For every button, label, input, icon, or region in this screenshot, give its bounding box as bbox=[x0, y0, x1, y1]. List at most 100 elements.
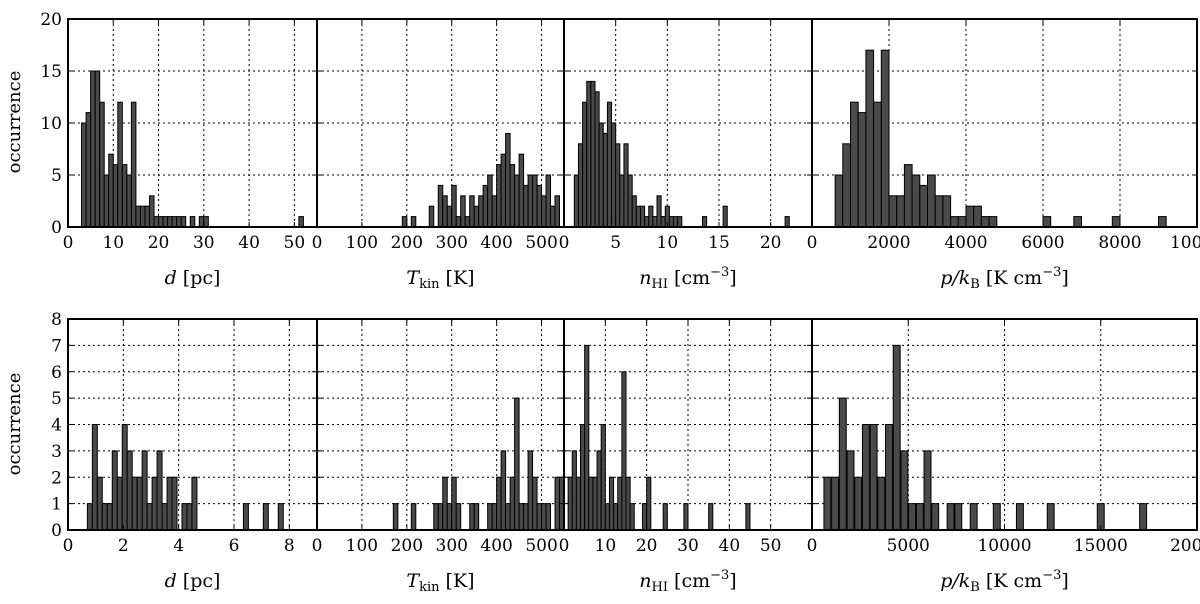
panel-top-3-bar bbox=[611, 122, 617, 228]
panel-top-3-bar bbox=[619, 174, 625, 228]
panel-bottom-1-bar bbox=[161, 503, 168, 531]
panel-top-1-bar bbox=[108, 153, 114, 228]
panel-top-2-xlabel: Tkin [K] bbox=[406, 267, 474, 292]
panel-bottom-4-xtick-label: 5000 bbox=[887, 536, 930, 556]
panel-bottom-4-bar bbox=[992, 503, 1001, 531]
panel-top-4-xtick-label: 0 bbox=[807, 233, 818, 253]
panel-bottom-1-ytick-label: 2 bbox=[51, 468, 62, 488]
panel-bottom-4-bar bbox=[838, 397, 847, 531]
panel-top-1-bar bbox=[162, 216, 169, 228]
panel-bottom-2-bar bbox=[455, 503, 462, 531]
panel-top-1-xtick-label: 0 bbox=[63, 233, 74, 253]
panel-top-1-ytick-label: 15 bbox=[40, 62, 62, 82]
panel-top-4-bar bbox=[965, 205, 975, 228]
panel-bottom-1-bar bbox=[121, 424, 128, 531]
panel-bottom-1-bar bbox=[116, 476, 123, 531]
panel-top-2-bar bbox=[460, 195, 466, 228]
panel-bottom-1-bar bbox=[166, 476, 173, 531]
panel-bottom-2-bar bbox=[433, 503, 439, 531]
panel-top-4-bar bbox=[973, 205, 982, 228]
panel-top-3-xlabel: nHI [cm−3] bbox=[639, 265, 736, 292]
panel-top-3-bar bbox=[594, 91, 600, 228]
panel-top-1-bar bbox=[121, 164, 128, 228]
panel-top-3-bar bbox=[722, 205, 728, 228]
panel-bottom-4-bar bbox=[923, 450, 932, 531]
panel-top-3-bar bbox=[602, 132, 608, 228]
panel-top-1-bar bbox=[99, 101, 105, 228]
panel-bottom-2-bar bbox=[545, 503, 552, 531]
panel-bottom-3-bar bbox=[642, 503, 648, 531]
panel-top-4-bar bbox=[919, 184, 928, 228]
panel-top-2-bar bbox=[541, 195, 547, 228]
panel-bottom-4-bar bbox=[854, 476, 863, 531]
panel-bottom-3-bar bbox=[646, 476, 652, 531]
panel-bottom-3-bar bbox=[629, 503, 635, 531]
panel-top-3-bar bbox=[590, 80, 596, 228]
panel-top-1-ytick-label: 5 bbox=[51, 166, 62, 186]
panel-bottom-2-bar bbox=[514, 397, 520, 531]
panel-top-3-bar bbox=[623, 143, 629, 228]
panel-bottom-3-xlabel: nHI [cm−3] bbox=[639, 568, 736, 595]
panel-top-2-bar bbox=[473, 205, 480, 228]
panel-top-2-bar bbox=[505, 132, 511, 228]
panel-top-4-bar bbox=[980, 216, 990, 228]
panel-top-1-bar bbox=[81, 122, 87, 228]
panel-bottom-2-bar bbox=[541, 503, 547, 531]
panel-bottom-2-bar bbox=[554, 476, 561, 531]
panel-top-2-bar bbox=[518, 153, 525, 228]
panel-bottom-1-xtick-label: 6 bbox=[229, 536, 240, 556]
panel-top-2-bar bbox=[410, 216, 417, 228]
panel-top-2-bar bbox=[532, 174, 538, 228]
panel-bottom-2-bar bbox=[491, 503, 498, 531]
panel-bottom-2-bar bbox=[473, 503, 480, 531]
panel-top-4-bar bbox=[1111, 216, 1121, 228]
panel-top-4-bar bbox=[1073, 216, 1083, 228]
panel-bottom-2-frame bbox=[316, 318, 565, 531]
panel-top-2-bar bbox=[451, 184, 457, 228]
panel-top-3-bar bbox=[582, 101, 588, 228]
panel-bottom-2-xtick-label: 100 bbox=[346, 536, 378, 556]
panel-bottom-3-xtick-label: 0 bbox=[559, 536, 570, 556]
panel-top-2-xtick-label: 400 bbox=[480, 233, 512, 253]
panel-top-1-bar bbox=[203, 216, 209, 228]
panel-bottom-2-bar bbox=[500, 450, 507, 531]
panel-bottom-1-bar bbox=[126, 450, 133, 531]
panel-top-4-xtick-label: 8000 bbox=[1098, 233, 1141, 253]
panel-top-2-bar bbox=[487, 174, 493, 228]
panel-top-3-bar bbox=[673, 216, 679, 228]
panel-bottom-3-bar bbox=[625, 476, 631, 531]
panel-bottom-3-bar bbox=[608, 476, 615, 531]
panel-top-1-bar bbox=[158, 216, 164, 228]
panel-top-2-bar bbox=[455, 216, 462, 228]
panel-top-3-xtick-label: 10 bbox=[657, 233, 679, 253]
panel-bottom-2-bar bbox=[532, 476, 538, 531]
panel-top-4-bar bbox=[834, 174, 844, 228]
panel-bottom-1-bar bbox=[171, 476, 178, 531]
panel-top-2-bar bbox=[509, 164, 516, 228]
panel-top-4-xtick-label: 2000 bbox=[867, 233, 910, 253]
panel-top-4-xtick-label: 6000 bbox=[1021, 233, 1064, 253]
panel-bottom-1-bar bbox=[91, 424, 98, 531]
panel-top-2-bar bbox=[464, 216, 471, 228]
panel-bottom-1-ytick-label: 4 bbox=[51, 416, 62, 436]
panel-bottom-1-bar bbox=[101, 503, 108, 531]
panel-top-2-bar bbox=[545, 174, 552, 228]
panel-top-2-bar bbox=[550, 205, 556, 228]
panel-bottom-1-bar bbox=[136, 476, 143, 531]
panel-bottom-3-bar bbox=[588, 476, 594, 531]
panel-top-1-xtick-label: 50 bbox=[284, 233, 306, 253]
panel-bottom-2-xlabel: Tkin [K] bbox=[406, 570, 474, 595]
panel-top-1-bar bbox=[139, 205, 146, 228]
panel-bottom-1-bar bbox=[96, 476, 103, 531]
panel-top-1-bar bbox=[171, 216, 178, 228]
panel-bottom-3-xtick-label: 20 bbox=[636, 536, 658, 556]
panel-bottom-3-bar bbox=[617, 476, 623, 531]
panel-top-1-bar bbox=[117, 101, 123, 228]
panel-top-4-bar bbox=[927, 174, 936, 228]
panel-bottom-1-ytick-label: 6 bbox=[51, 363, 62, 383]
panel-top-1-bar bbox=[298, 216, 304, 228]
panel-top-3-bar bbox=[668, 216, 675, 228]
panel-bottom-3-bar bbox=[662, 503, 668, 531]
panel-top-3-xtick-label: 15 bbox=[708, 233, 730, 253]
